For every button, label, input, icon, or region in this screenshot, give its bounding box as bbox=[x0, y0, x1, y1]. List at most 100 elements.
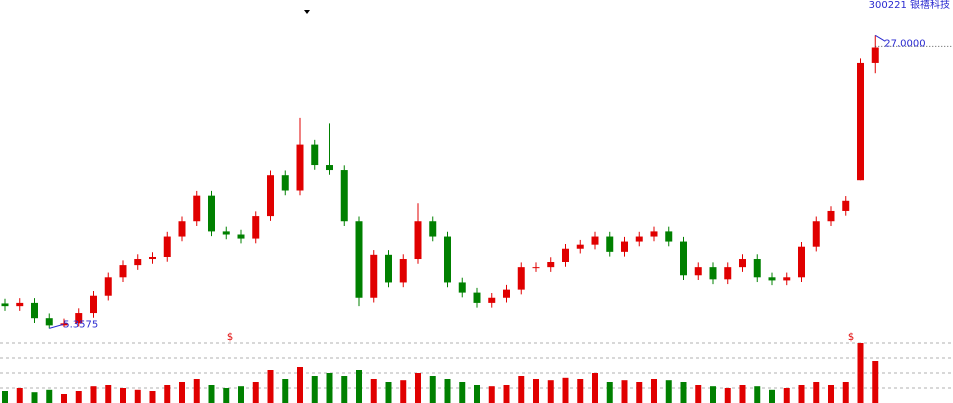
candle-body bbox=[75, 313, 83, 324]
volume-bar bbox=[415, 373, 421, 403]
volume-bar bbox=[606, 382, 613, 403]
volume-bar bbox=[75, 391, 82, 403]
volume-bar bbox=[739, 385, 746, 403]
volume-bar bbox=[503, 385, 510, 403]
candle-body bbox=[753, 259, 761, 278]
candle-body bbox=[458, 282, 466, 293]
volume-bar bbox=[370, 379, 377, 403]
candle-body bbox=[857, 62, 864, 181]
candle-body bbox=[517, 267, 525, 290]
volume-bar bbox=[193, 379, 200, 403]
volume-bar bbox=[562, 377, 569, 403]
volume-bar bbox=[429, 376, 436, 403]
candle-body bbox=[149, 256, 156, 260]
volume-bar bbox=[842, 382, 849, 403]
candle-body bbox=[871, 47, 879, 63]
candle-body bbox=[104, 277, 112, 296]
volume-bar bbox=[695, 385, 702, 403]
volume-bar bbox=[164, 385, 171, 403]
volume-bar bbox=[474, 385, 480, 403]
volume-bar bbox=[90, 386, 97, 403]
candle-body bbox=[399, 259, 407, 283]
volume-bar bbox=[311, 376, 318, 403]
candle-body bbox=[134, 259, 142, 266]
candle-body bbox=[768, 277, 776, 281]
volume-bar bbox=[31, 392, 38, 403]
volume-bar bbox=[459, 382, 466, 403]
candle-body bbox=[296, 144, 304, 191]
volume-bar bbox=[592, 373, 598, 403]
candle-body bbox=[709, 267, 717, 280]
candle-body bbox=[178, 221, 186, 237]
candle-body bbox=[842, 200, 850, 211]
volume-bar bbox=[2, 391, 8, 403]
candle-body bbox=[665, 231, 673, 242]
low-leader bbox=[49, 323, 64, 329]
volume-bar bbox=[385, 382, 392, 403]
volume-bar bbox=[769, 389, 775, 403]
candle-body bbox=[812, 221, 820, 247]
volume-bar bbox=[105, 385, 112, 403]
candle-body bbox=[606, 236, 614, 252]
volume-bar bbox=[179, 382, 185, 403]
volume-bar bbox=[400, 380, 407, 403]
candle-body bbox=[827, 210, 835, 222]
volume-bar bbox=[577, 379, 584, 403]
candle-body bbox=[1, 303, 9, 307]
high-label: 27.0000 bbox=[884, 38, 925, 49]
low-label: 5.3575 bbox=[63, 319, 98, 330]
candle-body bbox=[370, 254, 378, 298]
event-marker: $ bbox=[227, 332, 233, 343]
candle-body bbox=[31, 302, 38, 319]
volume-bar bbox=[636, 382, 643, 403]
volume-bar bbox=[533, 379, 539, 403]
candle-body bbox=[355, 221, 363, 298]
volume-bar bbox=[651, 379, 657, 403]
candle-body bbox=[532, 267, 540, 269]
volume-bar bbox=[710, 386, 716, 403]
volume-bar bbox=[341, 376, 348, 403]
candle-body bbox=[252, 216, 260, 239]
volume-bar bbox=[872, 361, 879, 403]
candle-body bbox=[739, 259, 746, 268]
candle-body bbox=[45, 318, 53, 326]
candle-body bbox=[635, 236, 643, 242]
high-leader bbox=[874, 34, 886, 42]
candle-body bbox=[429, 221, 437, 237]
candle-body bbox=[222, 231, 230, 235]
stock-title: 300221 银禧科技 bbox=[869, 0, 950, 11]
volume-bar bbox=[238, 386, 244, 403]
volume-bar bbox=[267, 370, 274, 403]
volume-bar bbox=[16, 388, 23, 403]
candle-body bbox=[163, 236, 171, 257]
volume-bar bbox=[783, 388, 790, 403]
candle-body bbox=[385, 254, 392, 283]
candle-body bbox=[724, 267, 732, 280]
volume-bar bbox=[223, 388, 230, 403]
candle-body bbox=[237, 234, 245, 239]
candle-body bbox=[650, 231, 658, 237]
volume-bar bbox=[208, 385, 215, 403]
candle-body bbox=[680, 241, 687, 276]
candle-body bbox=[562, 248, 569, 262]
volume-bar bbox=[621, 380, 628, 403]
candle-body bbox=[90, 295, 97, 314]
volume-bar bbox=[518, 376, 525, 403]
volume-bar bbox=[326, 373, 333, 403]
volume-bar bbox=[46, 389, 53, 403]
volume-bar bbox=[444, 379, 451, 403]
volume-bar bbox=[547, 380, 554, 403]
candle-body bbox=[281, 175, 289, 191]
candle-body bbox=[340, 170, 348, 222]
volume-bar bbox=[857, 343, 864, 403]
volume-bar bbox=[724, 388, 731, 403]
candle-body bbox=[621, 241, 628, 252]
candle-body bbox=[267, 175, 274, 217]
volume-bar bbox=[813, 382, 820, 403]
cursor-arrow bbox=[304, 10, 310, 14]
candle-body bbox=[547, 262, 555, 268]
event-marker: $ bbox=[848, 332, 854, 343]
volume-bar bbox=[252, 382, 259, 403]
volume-bar bbox=[120, 388, 126, 403]
